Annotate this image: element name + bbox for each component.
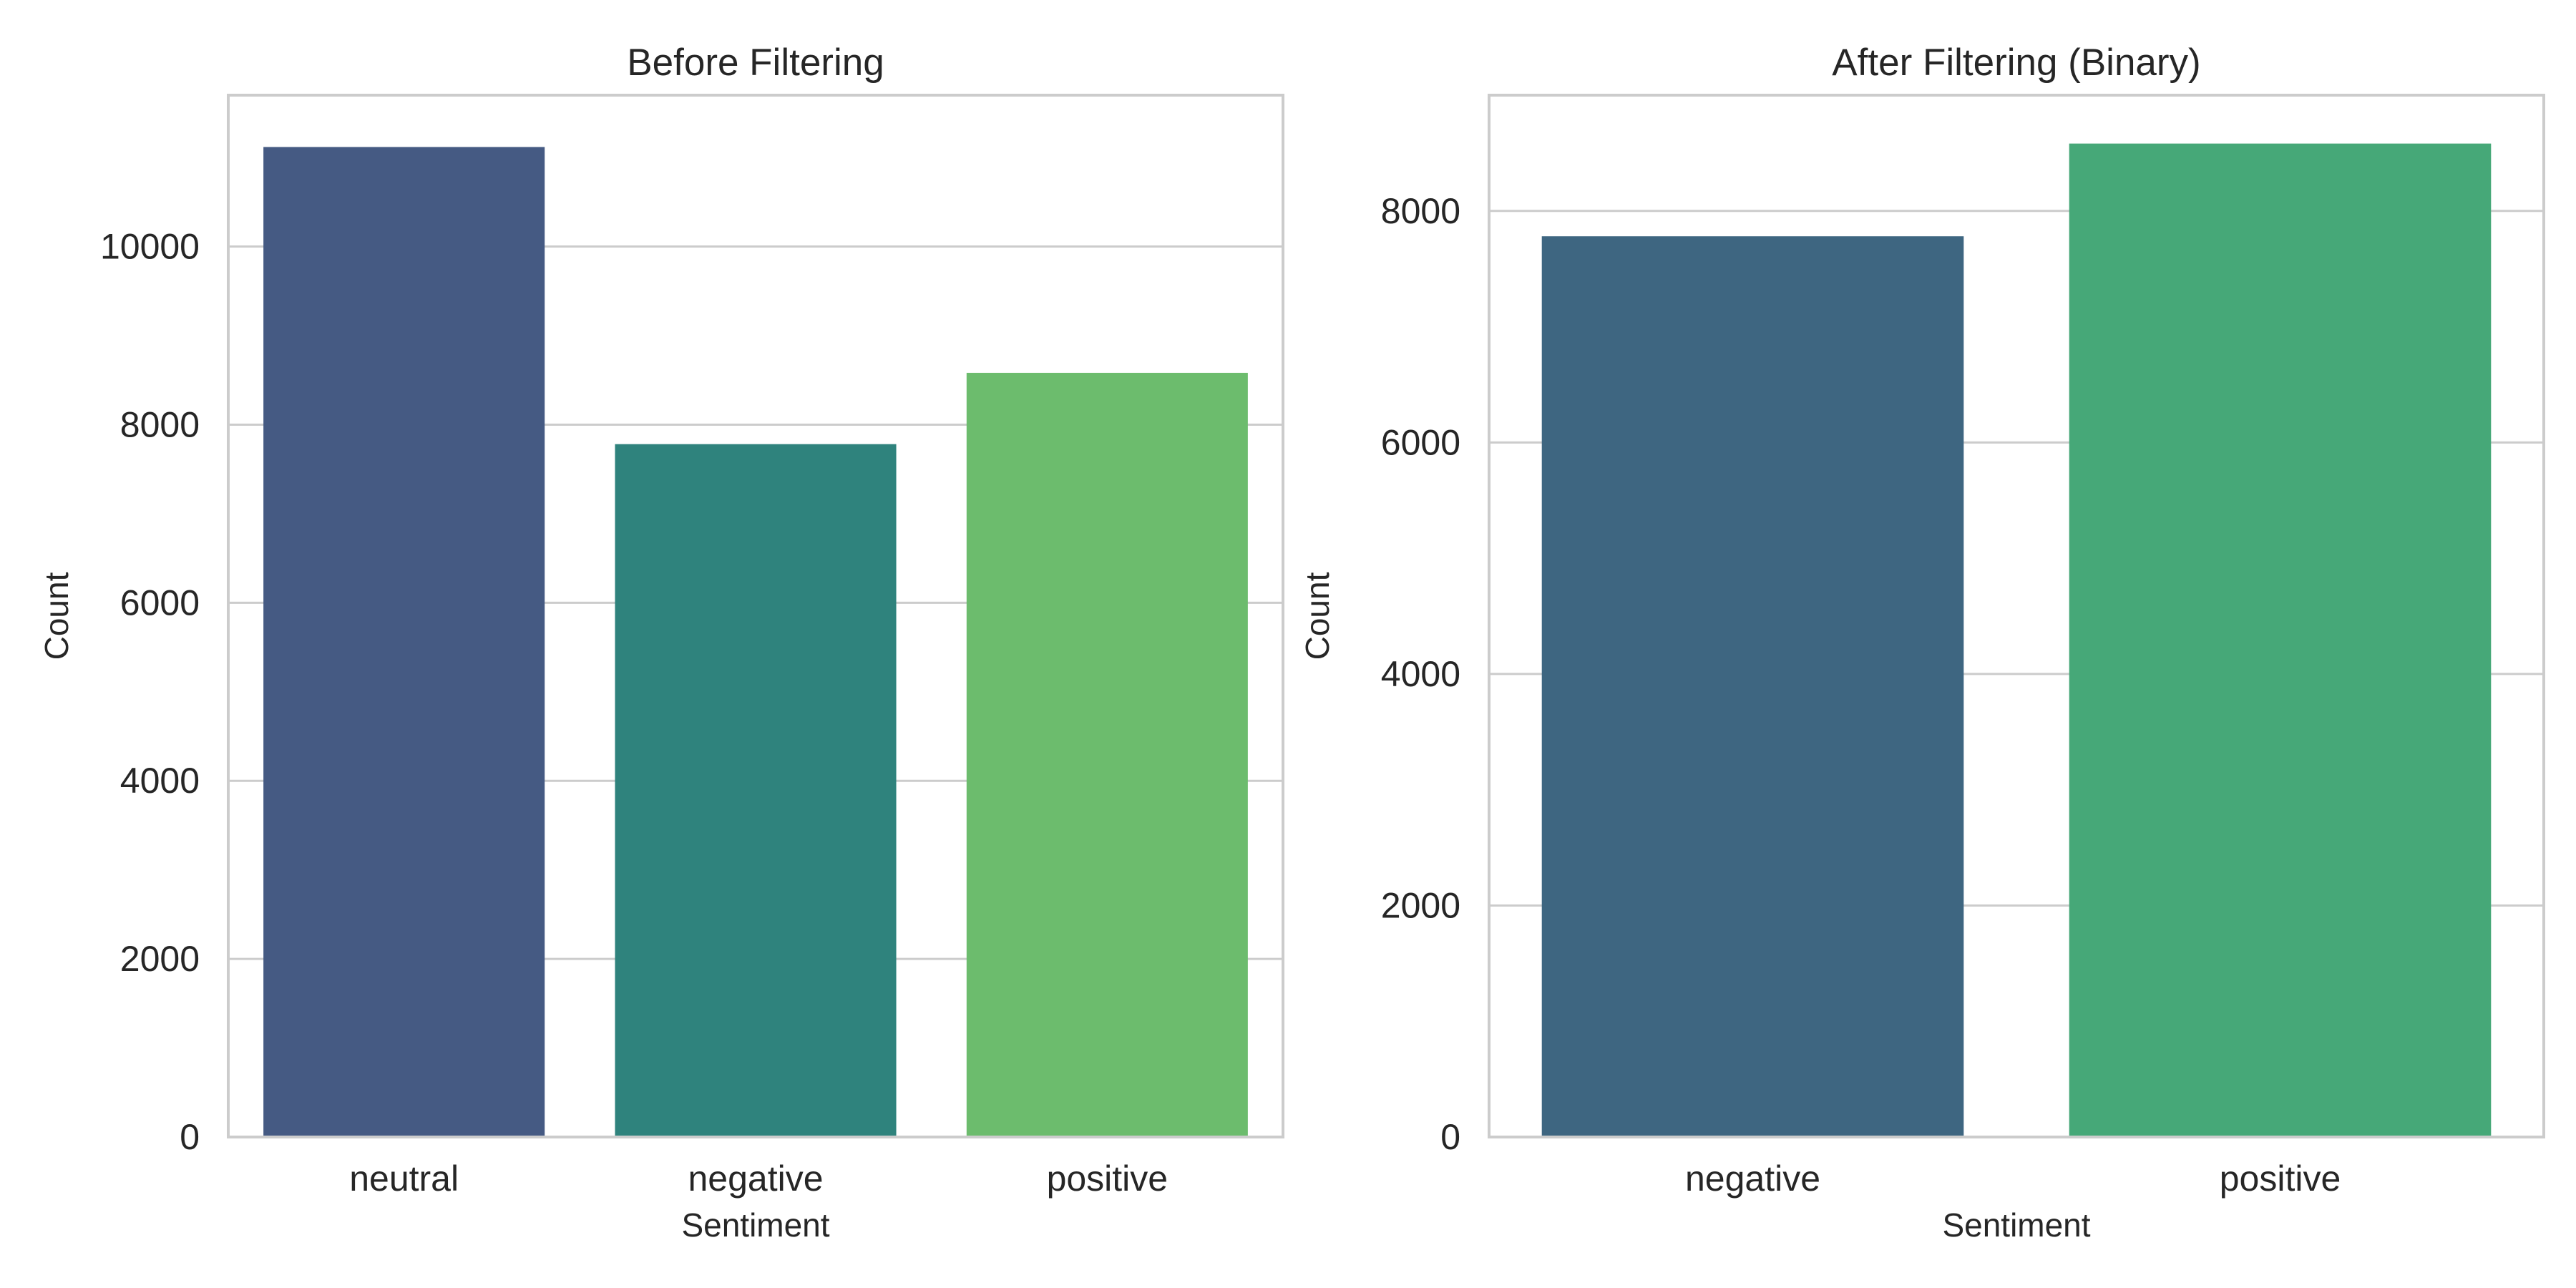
- chart-before-filtering: 0 2000 4000 6000 8000 10000 neutral negative po…: [38, 42, 1284, 1244]
- x-tick-labels: negative positive: [1685, 1158, 2341, 1199]
- x-axis-label: Sentiment: [681, 1206, 829, 1244]
- y-tick-label: 8000: [120, 404, 200, 444]
- bar-negative: [1541, 236, 1964, 1137]
- y-tick-label: 6000: [120, 582, 200, 623]
- x-axis-label: Sentiment: [1942, 1206, 2090, 1244]
- bar-positive: [2069, 143, 2492, 1138]
- y-tick-label: 4000: [1381, 654, 1460, 694]
- y-tick-label: 2000: [120, 939, 200, 979]
- y-tick-label: 6000: [1381, 422, 1460, 462]
- y-axis-label: Count: [1299, 572, 1336, 660]
- plot-frame: [227, 94, 1284, 1138]
- y-tick-labels: 0 2000 4000 6000 8000 10000: [100, 227, 200, 1157]
- y-tick-label: 8000: [1381, 191, 1460, 231]
- x-tick-label: neutral: [349, 1158, 459, 1199]
- x-tick-label: negative: [1685, 1158, 1820, 1199]
- y-tick-labels: 0 2000 4000 6000 8000: [1381, 191, 1460, 1157]
- y-tick-label: 0: [1440, 1117, 1460, 1157]
- bars: [1541, 143, 2492, 1138]
- y-tick-label: 0: [180, 1117, 200, 1157]
- y-tick-label: 2000: [1381, 885, 1460, 925]
- y-tick-label: 4000: [120, 761, 200, 801]
- bar-negative: [615, 444, 897, 1137]
- bar-neutral: [263, 147, 545, 1138]
- chart-title: Before Filtering: [627, 42, 884, 84]
- y-axis-label: Count: [38, 572, 75, 660]
- x-tick-label: negative: [688, 1158, 823, 1199]
- y-tick-label: 10000: [100, 227, 200, 267]
- chart-title: After Filtering (Binary): [1832, 42, 2200, 84]
- x-tick-label: positive: [2220, 1158, 2341, 1199]
- bars: [263, 147, 1248, 1138]
- bar-positive: [966, 373, 1248, 1137]
- plot-frame: [1488, 94, 2545, 1138]
- chart-after-filtering: 0 2000 4000 6000 8000 negative positive After…: [1299, 42, 2545, 1244]
- x-tick-label: positive: [1047, 1158, 1169, 1199]
- x-tick-labels: neutral negative positive: [349, 1158, 1168, 1199]
